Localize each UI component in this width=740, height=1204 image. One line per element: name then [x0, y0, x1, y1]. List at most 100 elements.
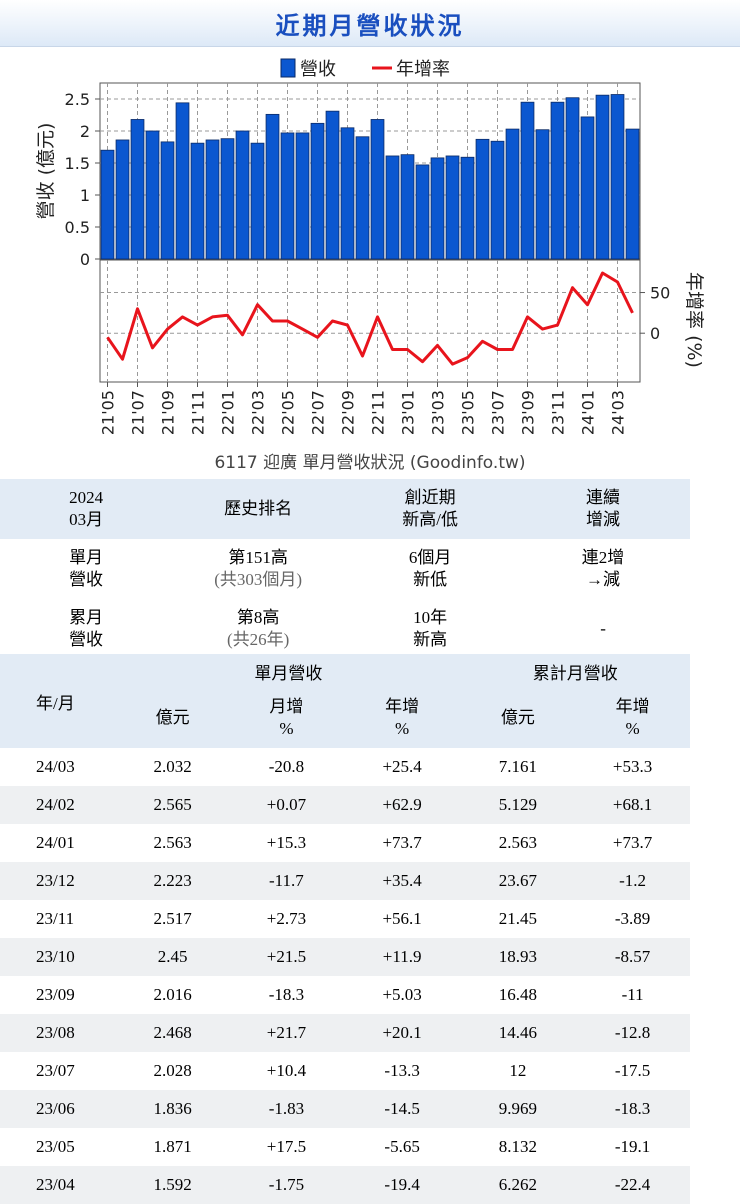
- cell-cum-yoy: -8.57: [575, 938, 690, 976]
- top-y-tick-label: 1.5: [65, 154, 90, 173]
- x-tick-label: 22'05: [279, 390, 298, 435]
- revenue-bar: [460, 156, 475, 260]
- legend-revenue-label: 營收: [300, 59, 336, 80]
- bottom-y-tick-label: 50: [650, 284, 670, 303]
- revenue-bar: [145, 130, 160, 260]
- cell-yoy: +5.03: [343, 976, 461, 1014]
- x-tick-label: 22'03: [249, 390, 268, 435]
- cell-revenue: 2.032: [116, 748, 230, 786]
- cell-yoy: +56.1: [343, 900, 461, 938]
- top-y-tick-label: 2: [80, 122, 90, 141]
- summary-table: 2024 03月 歷史排名 創近期 新高/低 連續 增減 單月 營收 第151高 (共30…: [0, 479, 690, 659]
- cell-yoy: +73.7: [343, 824, 461, 862]
- cell-month: 24/03: [0, 748, 117, 786]
- revenue-bar: [190, 142, 205, 260]
- cell-revenue: 2.563: [116, 824, 230, 862]
- x-tick-label: 22'11: [369, 390, 388, 435]
- revenue-bar: [265, 113, 280, 260]
- cell-cum-revenue: 21.45: [460, 900, 576, 938]
- revenue-bar: [220, 138, 235, 260]
- cell-cum-revenue: 5.129: [460, 786, 576, 824]
- revenue-bar: [415, 164, 430, 260]
- x-tick-label: 24'01: [579, 390, 598, 435]
- table-row: 24/01 2.563 +15.3 +73.7 2.563 +73.7: [0, 824, 690, 862]
- table-row: 24/02 2.565 +0.07 +62.9 5.129 +68.1: [0, 786, 690, 824]
- revenue-bar: [130, 119, 145, 260]
- cell-revenue: 2.223: [116, 862, 230, 900]
- revenue-bar: [550, 101, 565, 260]
- cell-mom: -1.75: [229, 1166, 344, 1204]
- revenue-chart: 0 0.5 1 1.5 2 2.5 0 50 21'05 21'07 21'09 21'11 22'01…: [35, 58, 705, 473]
- col-yoy-line2: %: [395, 719, 410, 738]
- cell-cum-revenue: 2.563: [460, 824, 576, 862]
- cumulative-recent-line2: 新高: [413, 630, 448, 649]
- revenue-bar: [205, 139, 220, 260]
- cell-month: 24/01: [0, 824, 117, 862]
- col-cum-yoy-header: 年增%: [575, 688, 690, 748]
- col-month-header: 年/月: [0, 654, 117, 748]
- x-tick-label: 21'05: [99, 390, 118, 435]
- summary-streak-header: 連續 增減: [516, 479, 690, 539]
- table-row: 24/03 2.032 -20.8 +25.4 7.161 +53.3: [0, 748, 690, 786]
- cell-mom: -11.7: [229, 862, 344, 900]
- monthly-rank: 第151高 (共303個月): [172, 539, 345, 599]
- revenue-bar: [160, 141, 175, 260]
- revenue-bar: [490, 140, 505, 260]
- legend-yoy-label: 年增率: [396, 59, 450, 80]
- cumulative-recent-line1: 10年: [413, 608, 448, 627]
- cell-mom: +21.7: [229, 1014, 344, 1052]
- cell-month: 23/07: [0, 1052, 117, 1090]
- cell-cum-yoy: -17.5: [575, 1052, 690, 1090]
- cumulative-rank: 第8高 (共26年): [172, 599, 345, 659]
- section-title: 近期月營收狀況: [275, 12, 465, 40]
- legend-revenue-swatch: [280, 58, 296, 78]
- revenue-bar: [385, 155, 400, 260]
- col-mom-line2: %: [279, 719, 294, 738]
- streak-header-line2: 增減: [586, 510, 621, 529]
- recent-header-line2: 新高/低: [402, 510, 458, 529]
- cell-month: 23/10: [0, 938, 117, 976]
- cell-yoy: +35.4: [343, 862, 461, 900]
- col-mom-line1: 月增: [269, 697, 304, 716]
- cell-month: 23/06: [0, 1090, 117, 1128]
- cell-revenue: 1.871: [116, 1128, 230, 1166]
- revenue-bar: [280, 132, 295, 260]
- revenue-bar: [400, 154, 415, 260]
- cell-cum-revenue: 18.93: [460, 938, 576, 976]
- col-cum-yoy-line1: 年增: [615, 697, 650, 716]
- cell-mom: +2.73: [229, 900, 344, 938]
- x-tick-label: 21'07: [129, 390, 148, 435]
- streak-header-line1: 連續: [586, 488, 621, 507]
- revenue-bar: [100, 149, 115, 260]
- cell-cum-yoy: +68.1: [575, 786, 690, 824]
- x-tick-label: 23'01: [399, 390, 418, 435]
- cell-month: 24/02: [0, 786, 117, 824]
- cell-cum-yoy: -22.4: [575, 1166, 690, 1204]
- cell-cum-yoy: -3.89: [575, 900, 690, 938]
- monthly-revenue-table: 年/月 單月營收 累計月營收 億元 月增% 年增% 億元 年增% 24/03 2.…: [0, 654, 690, 1204]
- monthly-label-line1: 單月: [69, 548, 104, 567]
- group-cumulative-header: 累計月營收: [460, 654, 690, 688]
- revenue-bar: [340, 127, 355, 260]
- cell-mom: -1.83: [229, 1090, 344, 1128]
- cell-month: 23/09: [0, 976, 117, 1014]
- monthly-streak-line1: 連2增: [581, 548, 625, 567]
- cell-cum-revenue: 9.969: [460, 1090, 576, 1128]
- x-tick-label: 24'03: [609, 390, 628, 435]
- col-mom-header: 月增%: [229, 688, 344, 748]
- col-amount-header: 億元: [116, 688, 230, 748]
- cell-yoy: -13.3: [343, 1052, 461, 1090]
- revenue-bar: [520, 101, 535, 260]
- table-row: 23/09 2.016 -18.3 +5.03 16.48 -11: [0, 976, 690, 1014]
- recent-header-line1: 創近期: [404, 488, 456, 507]
- period-month: 03月: [69, 510, 104, 529]
- chart-caption: 6117 迎廣 單月營收狀況 (Goodinfo.tw): [214, 453, 525, 473]
- summary-row-cumulative: 累月 營收 第8高 (共26年) 10年 新高 -: [0, 599, 690, 659]
- revenue-bar: [370, 119, 385, 260]
- top-y-tick-label: 1: [80, 186, 90, 205]
- table-row: 23/06 1.836 -1.83 -14.5 9.969 -18.3: [0, 1090, 690, 1128]
- monthly-label: 單月 營收: [0, 539, 173, 599]
- x-tick-label: 23'03: [429, 390, 448, 435]
- x-tick-label: 21'11: [189, 390, 208, 435]
- cell-cum-revenue: 23.67: [460, 862, 576, 900]
